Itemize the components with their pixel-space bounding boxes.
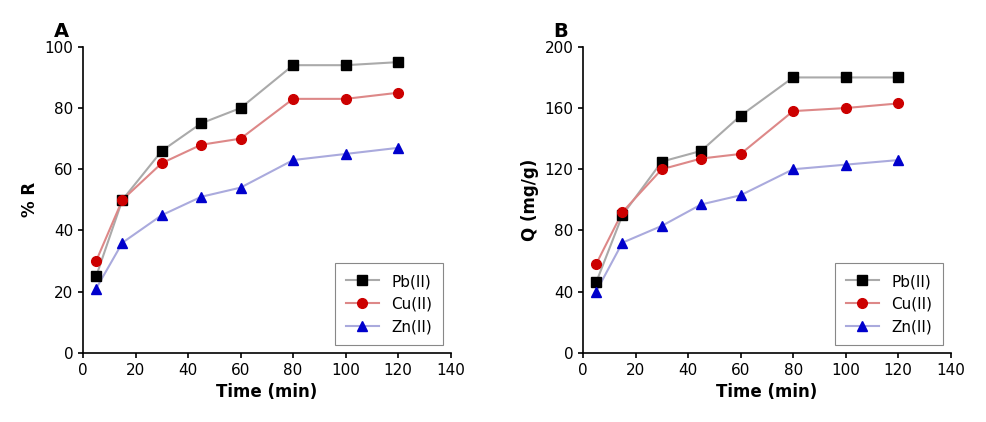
Legend: Pb(II), Cu(II), Zn(II): Pb(II), Cu(II), Zn(II) <box>835 263 943 345</box>
Legend: Pb(II), Cu(II), Zn(II): Pb(II), Cu(II), Zn(II) <box>335 263 443 345</box>
Text: B: B <box>553 22 568 41</box>
Y-axis label: Q (mg/g): Q (mg/g) <box>521 159 538 241</box>
Y-axis label: % R: % R <box>21 182 38 217</box>
X-axis label: Time (min): Time (min) <box>216 383 317 401</box>
Text: A: A <box>53 22 69 41</box>
X-axis label: Time (min): Time (min) <box>716 383 817 401</box>
